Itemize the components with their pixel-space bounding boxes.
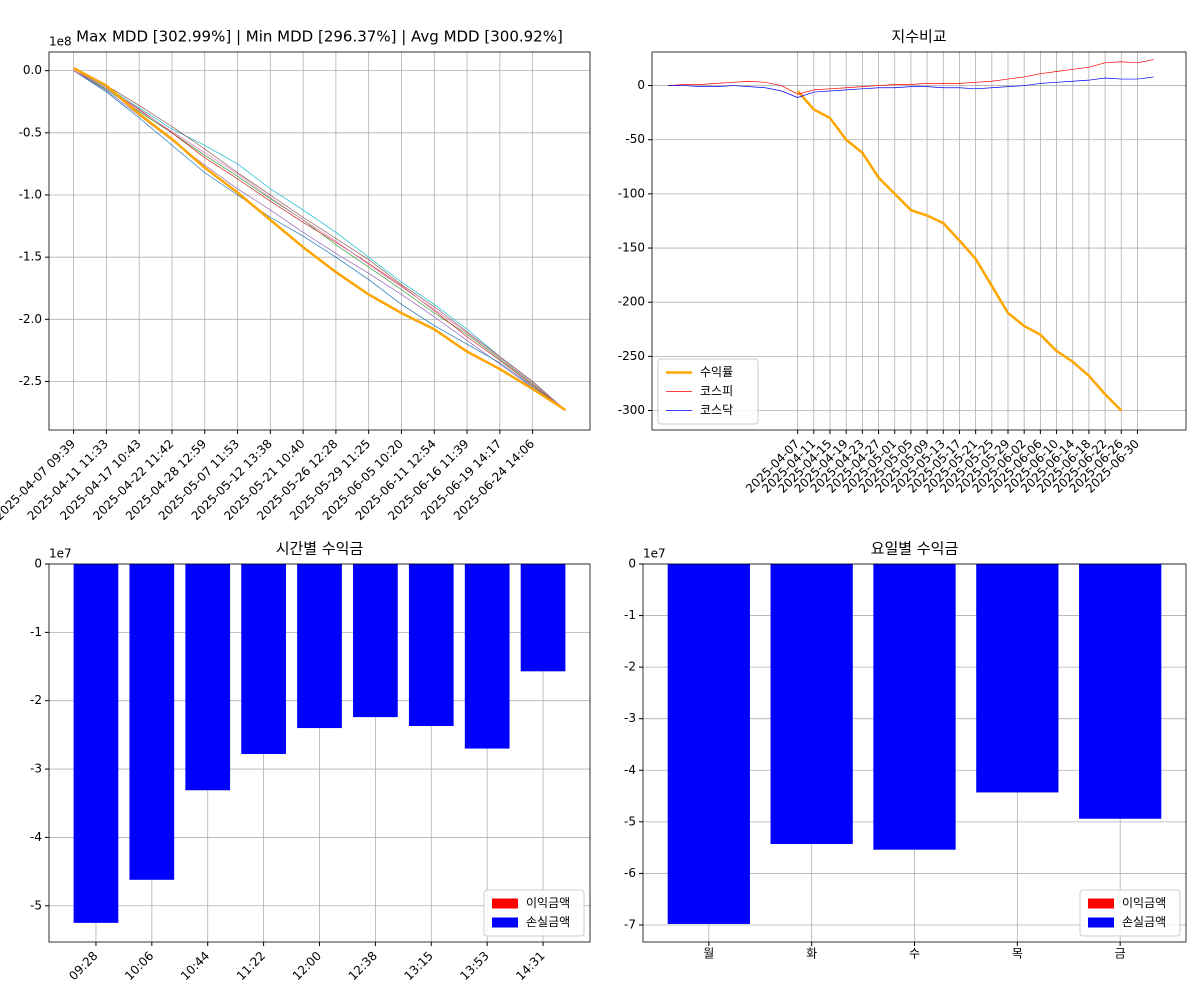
bar [73, 564, 119, 923]
bar [667, 564, 750, 924]
y-tick-label: -5 [30, 898, 42, 912]
y-tick-label: -1.0 [19, 187, 42, 201]
series-line [73, 70, 566, 411]
bar [976, 564, 1059, 793]
legend-label: 손실금액 [526, 915, 570, 929]
series-line [668, 76, 1154, 98]
y-tick-label: -3 [624, 711, 636, 725]
series-line [73, 70, 566, 411]
y-tick-label: -5 [624, 814, 636, 828]
bar [873, 564, 956, 850]
x-tick-label: 월 [703, 947, 714, 961]
y-tick-label: -4 [30, 830, 42, 844]
axis-offset-label: 1e7 [643, 547, 666, 561]
chart-title: 요일별 수익금 [871, 540, 959, 558]
y-tick-label: 0 [637, 78, 645, 92]
y-tick-label: -0.5 [19, 125, 42, 139]
y-tick-label: -300 [618, 403, 645, 417]
legend-swatch [492, 917, 518, 928]
axes-frame [642, 563, 1187, 943]
bar [353, 564, 398, 718]
bar [297, 564, 342, 729]
legend-swatch [1088, 917, 1114, 928]
y-tick-label: -2 [30, 693, 42, 707]
legend-label: 이익금액 [1122, 896, 1166, 910]
legend-swatch [1088, 898, 1114, 909]
series-line [796, 90, 1123, 412]
y-tick-label: -1 [624, 608, 636, 622]
legend-label: 코스피 [700, 384, 733, 398]
legend-label: 손실금액 [1122, 915, 1166, 929]
y-tick-label: -6 [624, 866, 636, 880]
series-line [73, 70, 566, 411]
bar [129, 564, 175, 880]
chart-title: 시간별 수익금 [276, 540, 364, 558]
y-tick-label: -2.5 [19, 374, 42, 388]
chart-title: 지수비교 [891, 28, 946, 46]
bar [520, 564, 566, 672]
bar [1079, 564, 1162, 819]
y-tick-label: -7 [624, 917, 636, 931]
bar [185, 564, 231, 791]
axes-frame [48, 563, 591, 943]
series-line [73, 67, 567, 412]
chart-title: Max MDD [302.99%] | Min MDD [296.37%] | … [76, 28, 563, 46]
y-tick-label: -2.0 [19, 312, 42, 326]
x-tick-label: 금 [1115, 947, 1126, 961]
y-tick-label: -200 [618, 295, 645, 309]
x-tick-label: 수 [909, 947, 920, 961]
legend-box [657, 358, 759, 425]
y-tick-label: -4 [624, 763, 636, 777]
x-tick-label: 목 [1012, 947, 1023, 961]
legend-swatch [492, 898, 518, 909]
legend-label: 수익률 [700, 365, 733, 379]
x-tick-label: 화 [806, 947, 817, 961]
axes-frame [48, 51, 591, 431]
axis-offset-label: 1e7 [49, 547, 72, 561]
y-tick-label: -150 [618, 241, 645, 255]
series-line [668, 59, 1154, 95]
y-tick-label: 0 [628, 557, 636, 571]
y-tick-label: -50 [625, 132, 645, 146]
y-tick-label: -250 [618, 349, 645, 363]
y-tick-label: -3 [30, 762, 42, 776]
y-tick-label: -100 [618, 186, 645, 200]
y-tick-label: 0 [34, 557, 42, 571]
y-tick-label: 0.0 [23, 63, 42, 77]
legend-label: 코스닥 [700, 403, 733, 417]
y-tick-label: -1 [30, 625, 42, 639]
bar [408, 564, 454, 726]
axis-offset-label: 1e8 [49, 35, 72, 49]
bar [464, 564, 510, 749]
series-line [73, 70, 566, 411]
bar [770, 564, 853, 845]
bar [241, 564, 286, 755]
axes-frame [651, 51, 1187, 431]
y-tick-label: -2 [624, 660, 636, 674]
legend-label: 이익금액 [526, 896, 570, 910]
y-tick-label: -1.5 [19, 250, 42, 264]
